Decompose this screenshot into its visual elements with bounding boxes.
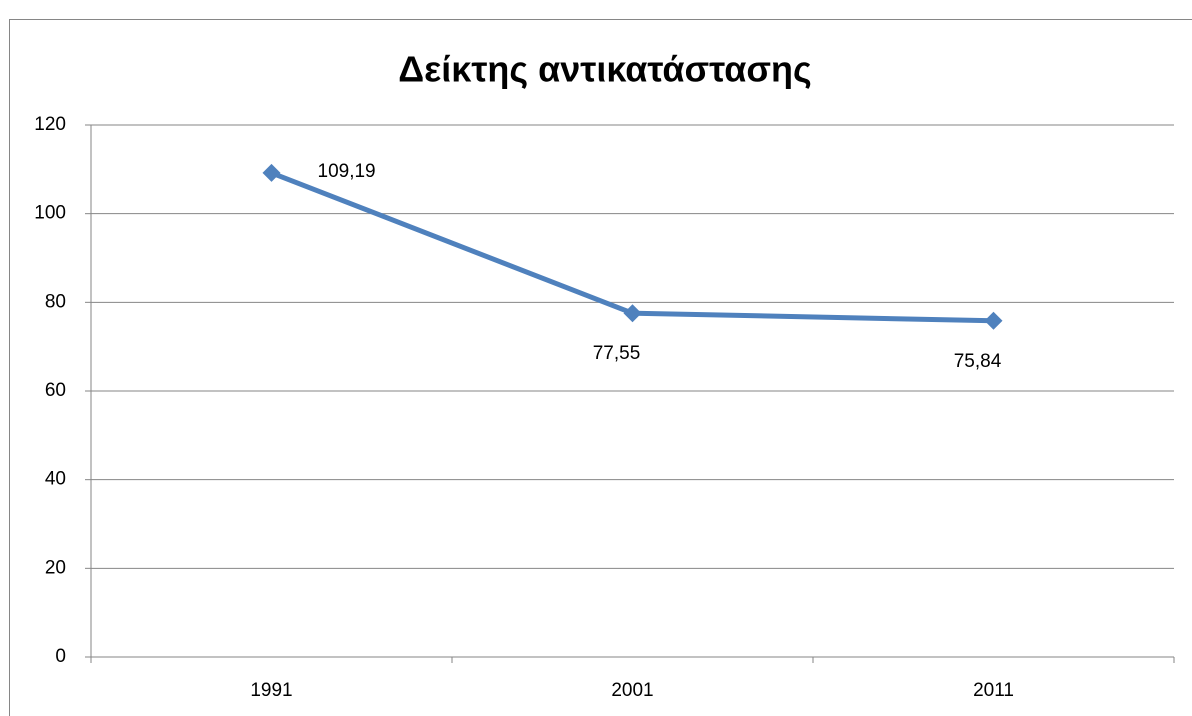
data-label: 75,84	[954, 351, 1002, 372]
data-point	[623, 304, 642, 323]
y-tick-label: 20	[45, 557, 66, 578]
data-point	[984, 311, 1003, 330]
y-tick-label: 80	[45, 291, 66, 312]
data-label: 77,55	[593, 343, 641, 364]
x-tick-label: 2001	[611, 680, 653, 701]
y-tick-label: 0	[55, 646, 66, 667]
y-tick-label: 40	[45, 469, 66, 490]
y-tick-label: 120	[34, 114, 66, 135]
y-tick-label: 60	[45, 380, 66, 401]
data-label: 109,19	[318, 161, 376, 182]
x-tick-label: 2011	[973, 680, 1014, 701]
data-point	[262, 163, 281, 182]
chart-frame	[9, 19, 1192, 716]
x-tick-label: 1991	[250, 680, 292, 701]
y-tick-label: 100	[34, 203, 66, 224]
chart-title: Δείκτης αντικατάστασης	[398, 49, 811, 90]
